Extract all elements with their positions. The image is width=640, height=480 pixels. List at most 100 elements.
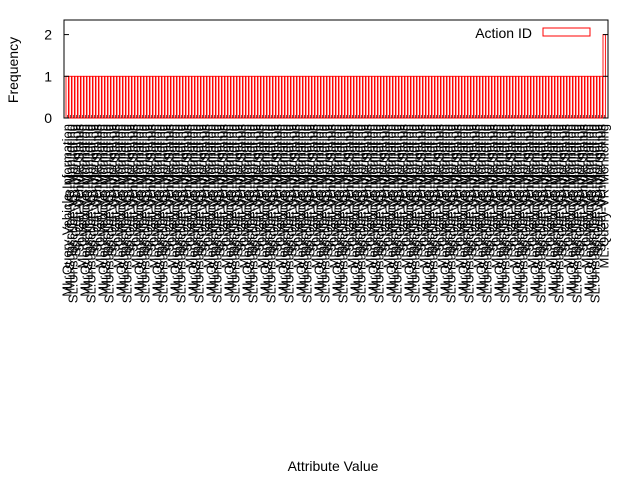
bar: [371, 75, 375, 119]
bar: [122, 75, 126, 119]
x-tick-label: SL:Get-Vehicle-Status: [180, 124, 195, 252]
bar: [431, 75, 435, 119]
bar: [176, 75, 180, 119]
x-tick-label: ML:Query-VR-Monitoring: [507, 124, 522, 269]
x-tick-label: ML:Subscribe-VR-Monitoring: [171, 124, 186, 291]
bar: [575, 75, 579, 119]
bar: [542, 75, 546, 119]
x-tick-label: ML:Query-VR-Monitoring: [183, 124, 198, 269]
x-tick-label: ML:Query-Vehicle-Information: [78, 124, 93, 297]
bar: [365, 75, 369, 119]
x-tick-label: SL:Unsubscribe-VR-Monitoring: [408, 124, 423, 303]
bar: [293, 75, 297, 119]
x-tick-label: SL:Get-VR-Information: [555, 124, 570, 256]
x-tick-label: SL:Unsubscribe-VR-Monitoring: [300, 124, 315, 303]
bar: [584, 75, 588, 119]
x-tick-label: ML:Subscribe-VR-Monitoring: [297, 124, 312, 291]
x-tick-label: ML:Query-VR-Monitoring: [525, 124, 540, 269]
x-tick-label: SL:Unsubscribe-VR-Monitoring: [210, 124, 225, 303]
x-tick-label: SL:Unsubscribe-VR-Monitoring: [174, 124, 189, 303]
bar: [245, 75, 249, 119]
x-tick-label: ML:Query-VR-Monitoring: [561, 124, 576, 269]
bar: [548, 75, 552, 119]
bar: [236, 75, 240, 119]
x-tick-label: SL:Get-VR-Information: [465, 124, 480, 256]
bar: [341, 75, 345, 119]
bar: [461, 75, 465, 119]
bar: [188, 75, 192, 119]
bar: [287, 75, 291, 119]
bar: [407, 75, 411, 119]
bar: [80, 75, 84, 119]
legend-label: Action ID: [475, 25, 532, 41]
x-tick-label: SL:Get-VR-Information: [69, 124, 84, 256]
bar: [275, 75, 279, 119]
x-tick-label: ML:Query-VR-Monitoring: [579, 124, 594, 269]
bar: [572, 75, 576, 119]
bar: [269, 75, 273, 119]
x-tick-label: ML:Subscribe-VR-Monitoring: [459, 124, 474, 291]
bar: [98, 75, 102, 119]
bar: [281, 75, 285, 119]
x-tick-label: ML:Query-VR-Monitoring: [489, 124, 504, 269]
x-tick-label: ML:Subscribe-VR-Monitoring: [63, 124, 78, 291]
bar: [494, 75, 498, 119]
bar: [257, 75, 261, 119]
bar: [539, 75, 543, 119]
x-tick-label: ML:Query-Vehicle-Information: [96, 124, 111, 297]
bar: [521, 75, 525, 119]
bar: [344, 75, 348, 119]
bar: [194, 75, 198, 119]
x-tick-label: SL:Get-Vehicle-Status: [90, 124, 105, 252]
bar: [317, 75, 321, 119]
x-tick-label: SL:Get-Vehicle-Status: [396, 124, 411, 252]
x-tick-label: SL:Get-VR-Information: [339, 124, 354, 256]
x-tick-label: SL:Get-Vehicle-Status: [72, 124, 87, 252]
bar: [503, 75, 507, 119]
x-tick-label: SL:Get-Vehicle-Status: [486, 124, 501, 252]
bar: [260, 75, 264, 119]
bar: [476, 75, 480, 119]
bar: [215, 75, 219, 119]
x-tick-label: ML:Subscribe-VR-Monitoring: [513, 124, 528, 291]
bar: [515, 75, 519, 119]
x-tick-label: SL:Get-VR-Information: [411, 124, 426, 256]
bar: [119, 75, 123, 119]
bar: [509, 75, 513, 119]
bar: [107, 75, 111, 119]
x-tick-label: SL:Unsubscribe-VR-Monitoring: [156, 124, 171, 303]
bar: [314, 75, 318, 119]
x-tick-label: ML:Subscribe-VR-Monitoring: [279, 124, 294, 291]
bar: [479, 75, 483, 119]
x-tick-label: ML:Query-VR-Monitoring: [111, 124, 126, 269]
x-tick-label: ML:Subscribe-VR-Monitoring: [225, 124, 240, 291]
x-tick-label: SL:Unsubscribe-VR-Monitoring: [228, 124, 243, 303]
bar: [425, 75, 429, 119]
bar: [200, 75, 204, 119]
x-tick-label: ML:Query-Vehicle-Information: [492, 124, 507, 297]
x-tick-label: ML:Query-Vehicle-Information: [348, 124, 363, 297]
x-tick-label: ML:Query-Vehicle-Information: [420, 124, 435, 297]
bar: [92, 75, 96, 119]
x-tick-label: ML:Query-VR-Monitoring: [165, 124, 180, 269]
bar: [350, 75, 354, 119]
bar: [551, 75, 555, 119]
x-tick-label: ML:Query-VR-Monitoring: [201, 124, 216, 269]
x-tick-label: ML:Subscribe-VR-Monitoring: [567, 124, 582, 291]
x-tick-label: SL:Unsubscribe-VR-Monitoring: [444, 124, 459, 303]
x-tick-label: ML:Query-Vehicle-Information: [510, 124, 525, 297]
x-tick-label: ML:Query-Vehicle-Information: [258, 124, 273, 297]
bar: [254, 75, 258, 119]
bar: [104, 75, 108, 119]
bar: [500, 75, 504, 119]
x-tick-label: SL:Get-VR-Information: [159, 124, 174, 256]
bar: [386, 75, 390, 119]
x-tick-label: SL:Unsubscribe-VR-Monitoring: [192, 124, 207, 303]
x-tick-label: ML:Query-VR-Monitoring: [273, 124, 288, 269]
x-tick-label: ML:Query-VR-Monitoring: [471, 124, 486, 269]
x-tick-label: ML:Subscribe-VR-Monitoring: [351, 124, 366, 291]
bar: [263, 75, 267, 119]
bar: [170, 75, 174, 119]
x-tick-label: SL:Get-VR-Information: [375, 124, 390, 256]
